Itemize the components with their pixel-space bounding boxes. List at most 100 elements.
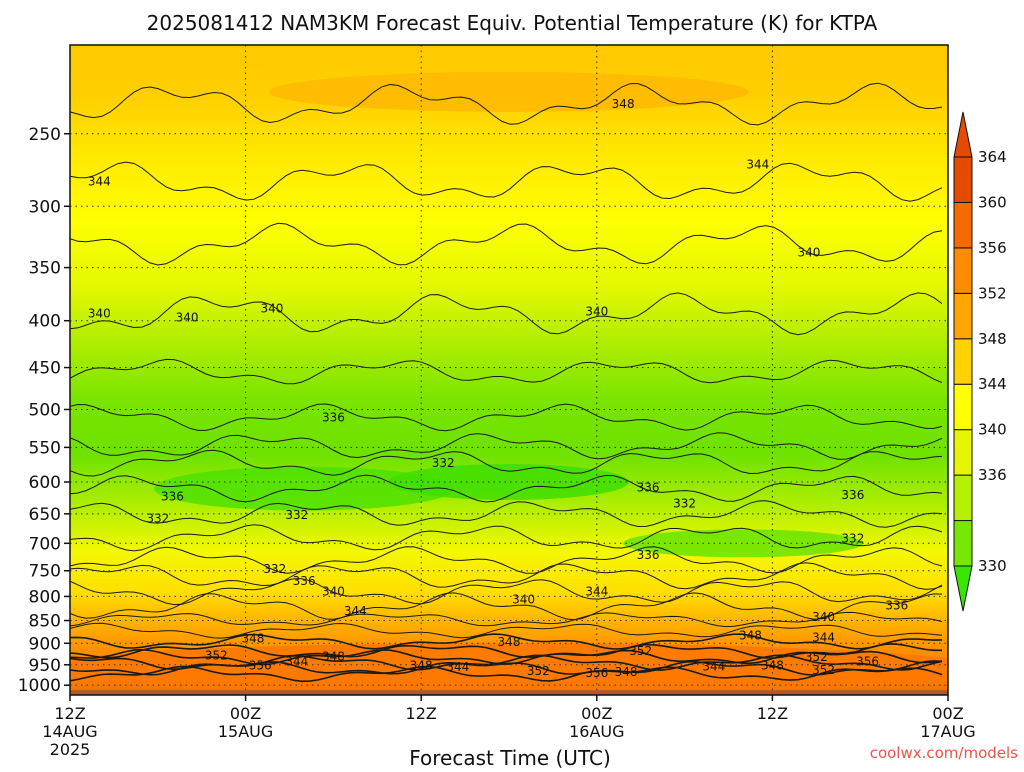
y-tick-label: 650 bbox=[29, 505, 61, 525]
colorbar-label: 344 bbox=[978, 375, 1007, 393]
x-tick-date: 15AUG bbox=[218, 722, 273, 741]
contour-line bbox=[70, 358, 943, 385]
contour-label: 340 bbox=[798, 246, 821, 260]
contour-label: 344 bbox=[702, 659, 725, 673]
colorbar-max-arrow bbox=[953, 111, 973, 158]
contour-labels: 348 344 344 340 340 340 340 340 336 332 336 336 332 3… bbox=[88, 97, 908, 680]
contour-line bbox=[70, 611, 943, 628]
x-tick-time: 00Z bbox=[932, 704, 963, 723]
colorbar-label: 340 bbox=[978, 421, 1007, 439]
colorbar-segment bbox=[953, 156, 973, 203]
contour-label: 344 bbox=[812, 630, 835, 644]
contour-label: 340 bbox=[322, 584, 345, 598]
contour-label: 340 bbox=[176, 311, 199, 325]
ground-band bbox=[70, 690, 948, 695]
x-tick-time: 12Z bbox=[757, 704, 788, 723]
y-tick-label: 350 bbox=[29, 259, 61, 279]
contour-label: 336 bbox=[841, 488, 864, 502]
contour-label: 340 bbox=[585, 305, 608, 319]
x-tick-time: 00Z bbox=[230, 704, 261, 723]
contour-label: 356 bbox=[585, 666, 608, 680]
y-tick-label: 700 bbox=[29, 534, 61, 554]
contour-label: 352 bbox=[629, 644, 652, 658]
contour-label: 332 bbox=[673, 496, 696, 510]
contour-label: 344 bbox=[746, 157, 769, 171]
contour-label: 340 bbox=[88, 307, 111, 321]
contour-line bbox=[70, 660, 943, 676]
contour-label: 332 bbox=[263, 562, 286, 576]
contour-line bbox=[70, 449, 943, 477]
x-tick-date: 14AUG bbox=[42, 722, 97, 741]
contour-line bbox=[70, 524, 943, 552]
y-tick-label: 400 bbox=[29, 312, 61, 332]
contour-label: 348 bbox=[322, 649, 345, 663]
contour-label: 344 bbox=[88, 175, 111, 189]
contour-label: 340 bbox=[812, 610, 835, 624]
plot-area: 348 344 344 340 340 340 340 340 336 332 336 336 332 3… bbox=[70, 45, 948, 695]
colorbar-segment bbox=[953, 383, 973, 431]
contour-line bbox=[70, 592, 943, 621]
field-orange-top bbox=[269, 71, 749, 112]
y-tick-label: 900 bbox=[29, 634, 61, 654]
contour-line bbox=[70, 500, 943, 528]
contour-label: 344 bbox=[285, 654, 308, 668]
x-tick-time: 12Z bbox=[54, 704, 85, 723]
colorbar-segment bbox=[953, 338, 973, 385]
contour-label: 344 bbox=[344, 604, 367, 618]
colorbar-label: 330 bbox=[978, 557, 1007, 575]
contour-line bbox=[70, 665, 943, 683]
contour-label: 348 bbox=[761, 659, 784, 673]
contour-line bbox=[70, 82, 943, 126]
y-tick-label: 850 bbox=[29, 612, 61, 632]
colorbar-label: 356 bbox=[978, 239, 1007, 257]
x-axis-label: Forecast Time (UTC) bbox=[409, 746, 611, 768]
contour-label: 336 bbox=[637, 548, 660, 562]
chart-title: 2025081412 NAM3KM Forecast Equiv. Potent… bbox=[147, 11, 878, 35]
colorbar: 330 336 340 344 348 352 356 360 364 bbox=[953, 111, 1007, 612]
field-green-core-right bbox=[623, 529, 864, 558]
contour-label: 340 bbox=[260, 302, 283, 316]
y-tick-label: 450 bbox=[29, 359, 61, 379]
colorbar-segment bbox=[953, 429, 973, 476]
contour-label: 352 bbox=[812, 663, 835, 677]
contour-label: 352 bbox=[205, 648, 228, 662]
colorbar-segment bbox=[953, 201, 973, 249]
colorbar-segment bbox=[953, 520, 973, 567]
contour-line bbox=[70, 622, 943, 639]
contour-label: 336 bbox=[322, 410, 345, 424]
contour-label: 340 bbox=[512, 592, 535, 606]
contour-line bbox=[70, 546, 943, 574]
y-tick-label: 300 bbox=[29, 197, 61, 217]
contour-label: 348 bbox=[498, 635, 521, 649]
gridlines bbox=[70, 45, 948, 695]
y-tick-label: 800 bbox=[29, 587, 61, 607]
contour-label: 332 bbox=[285, 508, 308, 522]
contour-label: 336 bbox=[293, 574, 316, 588]
colorbar-segment bbox=[953, 247, 973, 294]
contour-label: 348 bbox=[241, 631, 264, 645]
contour-label: 348 bbox=[410, 659, 433, 673]
contour-label: 332 bbox=[146, 512, 169, 526]
x-tick-date: 16AUG bbox=[569, 722, 624, 741]
contour-label: 336 bbox=[637, 480, 660, 494]
contour-lines bbox=[70, 82, 943, 683]
y-tick-label: 600 bbox=[29, 473, 61, 493]
y-tick-label: 750 bbox=[29, 562, 61, 582]
contour-label: 336 bbox=[161, 489, 184, 503]
contour-label: 332 bbox=[432, 456, 455, 470]
contour-label: 348 bbox=[612, 97, 635, 111]
y-tick-label: 950 bbox=[29, 656, 61, 676]
contour-line bbox=[70, 292, 943, 336]
x-tick-year: 2025 bbox=[50, 740, 91, 759]
contour-line bbox=[70, 403, 943, 432]
colorbar-label: 336 bbox=[978, 466, 1007, 484]
contour-line bbox=[70, 222, 943, 266]
field-background bbox=[70, 45, 948, 695]
colorbar-segment bbox=[953, 292, 973, 340]
contour-line bbox=[70, 432, 943, 460]
contour-line bbox=[70, 562, 943, 590]
contour-label: 332 bbox=[841, 532, 864, 546]
